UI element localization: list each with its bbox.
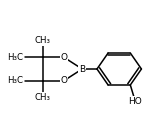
- Text: H₃C: H₃C: [7, 53, 24, 62]
- Text: H₃C: H₃C: [7, 76, 24, 85]
- Text: CH₃: CH₃: [35, 93, 51, 102]
- Text: O: O: [61, 76, 68, 85]
- Text: CH₃: CH₃: [35, 36, 51, 45]
- Text: B: B: [79, 64, 85, 74]
- Text: HO: HO: [128, 97, 142, 106]
- Text: O: O: [61, 53, 68, 62]
